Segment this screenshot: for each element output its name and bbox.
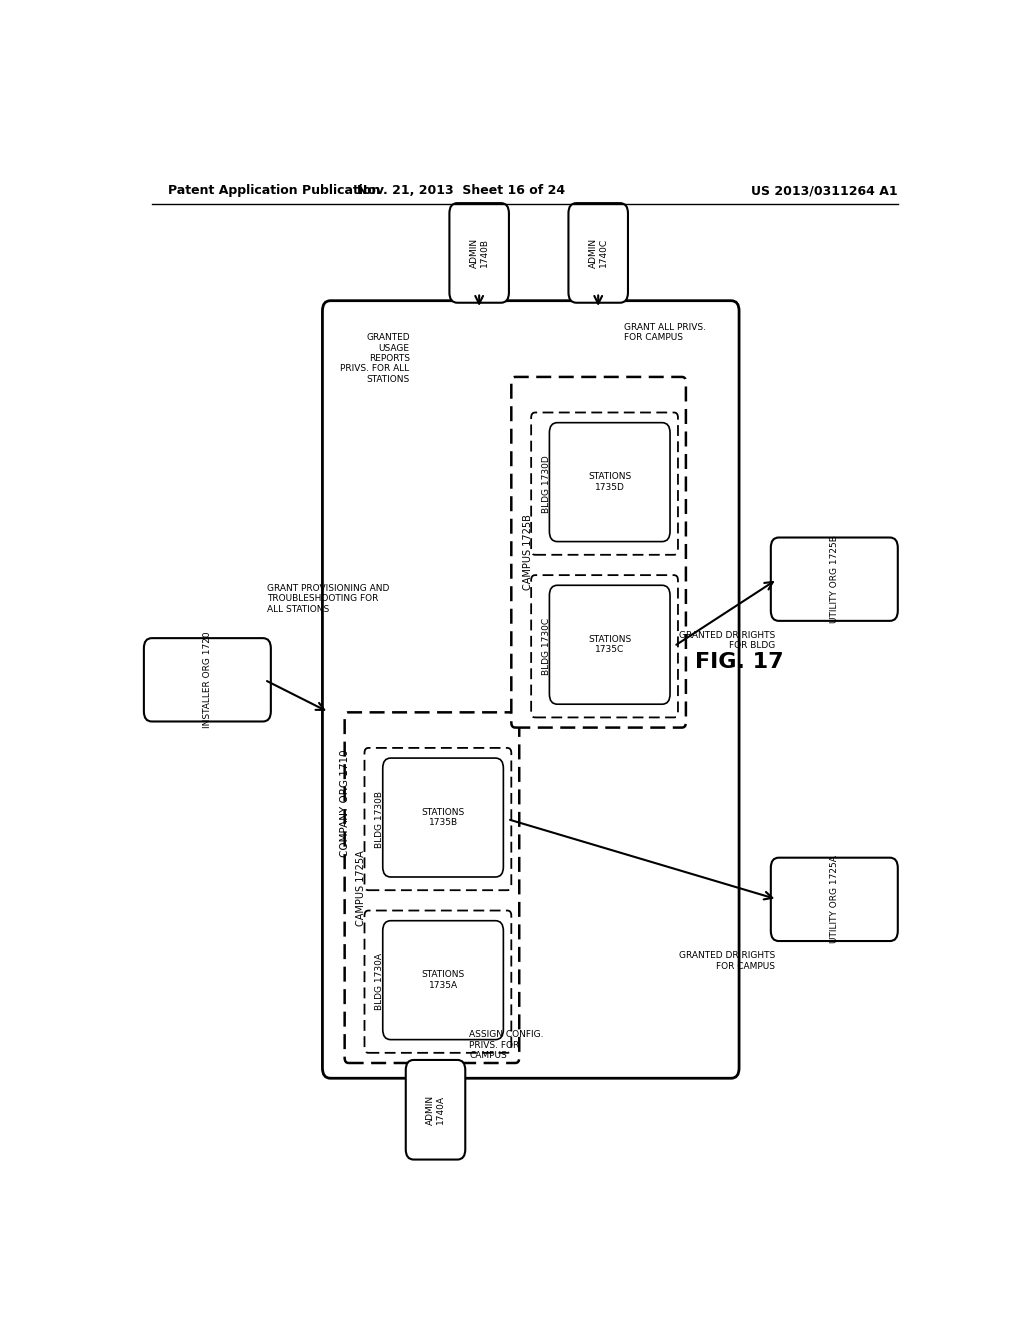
FancyBboxPatch shape	[511, 378, 686, 727]
Text: BLDG 1730D: BLDG 1730D	[542, 455, 551, 512]
FancyBboxPatch shape	[568, 203, 628, 302]
Text: UTILITY ORG 1725A: UTILITY ORG 1725A	[829, 855, 839, 944]
Text: ASSIGN CONFIG.
PRIVS. FOR
CAMPUS: ASSIGN CONFIG. PRIVS. FOR CAMPUS	[469, 1030, 544, 1060]
Text: CAMPUS 1725B: CAMPUS 1725B	[523, 515, 532, 590]
FancyBboxPatch shape	[550, 422, 670, 541]
Text: GRANTED
USAGE
REPORTS
PRIVS. FOR ALL
STATIONS: GRANTED USAGE REPORTS PRIVS. FOR ALL STA…	[340, 333, 410, 384]
Text: STATIONS
1735C: STATIONS 1735C	[588, 635, 632, 655]
Text: GRANT ALL PRIVS.
FOR CAMPUS: GRANT ALL PRIVS. FOR CAMPUS	[624, 323, 706, 342]
FancyBboxPatch shape	[550, 585, 670, 704]
Text: BLDG 1730C: BLDG 1730C	[542, 618, 551, 675]
Text: UTILITY ORG 1725B: UTILITY ORG 1725B	[829, 535, 839, 623]
FancyBboxPatch shape	[450, 203, 509, 302]
Text: GRANT PROVISIONING AND
TROUBLESHOOTING FOR
ALL STATIONS: GRANT PROVISIONING AND TROUBLESHOOTING F…	[267, 583, 389, 614]
Text: BLDG 1730A: BLDG 1730A	[375, 953, 384, 1010]
FancyBboxPatch shape	[771, 858, 898, 941]
Text: Patent Application Publication: Patent Application Publication	[168, 185, 380, 198]
FancyBboxPatch shape	[406, 1060, 465, 1159]
FancyBboxPatch shape	[365, 748, 511, 890]
Text: GRANTED DR RIGHTS
FOR BLDG: GRANTED DR RIGHTS FOR BLDG	[679, 631, 775, 651]
Text: ADMIN
1740B: ADMIN 1740B	[469, 238, 488, 268]
FancyBboxPatch shape	[345, 713, 519, 1063]
Text: STATIONS
1735D: STATIONS 1735D	[588, 473, 632, 492]
Text: ADMIN
1740A: ADMIN 1740A	[426, 1094, 445, 1125]
FancyBboxPatch shape	[771, 537, 898, 620]
Text: GRANTED DR RIGHTS
FOR CAMPUS: GRANTED DR RIGHTS FOR CAMPUS	[679, 952, 775, 970]
Text: CAMPUS 1725A: CAMPUS 1725A	[356, 850, 367, 925]
FancyBboxPatch shape	[531, 412, 678, 554]
FancyBboxPatch shape	[531, 576, 678, 718]
FancyBboxPatch shape	[323, 301, 739, 1078]
FancyBboxPatch shape	[383, 921, 504, 1040]
Text: COMPANY ORG 1710: COMPANY ORG 1710	[340, 750, 349, 857]
Text: Nov. 21, 2013  Sheet 16 of 24: Nov. 21, 2013 Sheet 16 of 24	[357, 185, 565, 198]
Text: FIG. 17: FIG. 17	[694, 652, 783, 672]
Text: ADMIN
1740C: ADMIN 1740C	[589, 238, 608, 268]
Text: STATIONS
1735A: STATIONS 1735A	[422, 970, 465, 990]
Text: STATIONS
1735B: STATIONS 1735B	[422, 808, 465, 828]
FancyBboxPatch shape	[143, 638, 270, 722]
Text: INSTALLER ORG 1720: INSTALLER ORG 1720	[203, 631, 212, 729]
FancyBboxPatch shape	[365, 911, 511, 1053]
Text: US 2013/0311264 A1: US 2013/0311264 A1	[752, 185, 898, 198]
FancyBboxPatch shape	[383, 758, 504, 876]
Text: BLDG 1730B: BLDG 1730B	[375, 791, 384, 847]
